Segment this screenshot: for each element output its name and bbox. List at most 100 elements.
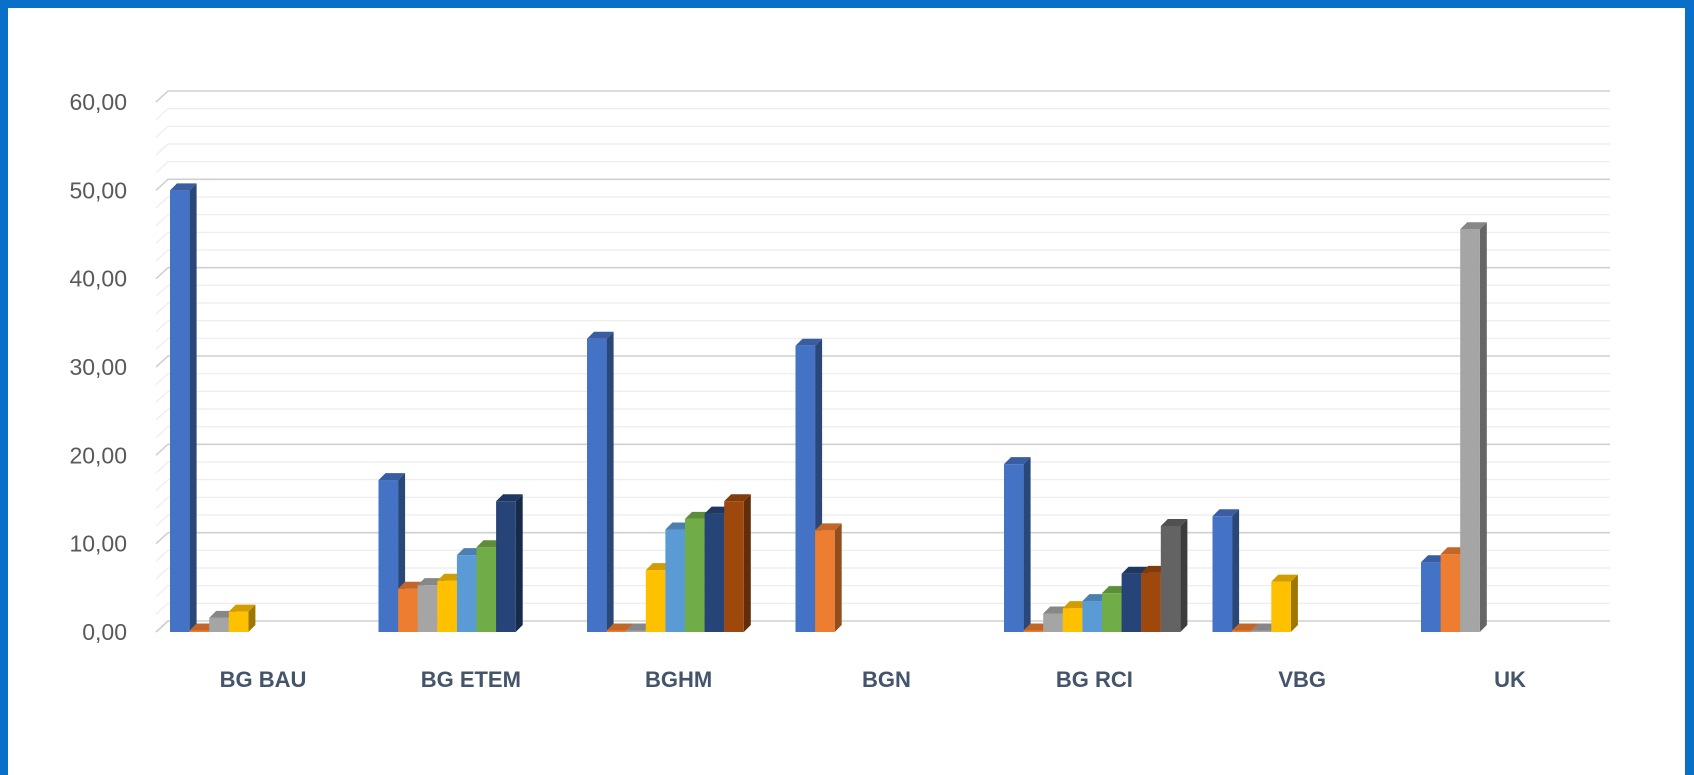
x-tick-label: VBG bbox=[1278, 667, 1326, 692]
bar-front bbox=[1440, 554, 1461, 632]
bar-front bbox=[1141, 572, 1161, 632]
major-gridline bbox=[155, 531, 1610, 545]
minor-gridline bbox=[155, 567, 1610, 580]
bar-front bbox=[1232, 630, 1252, 632]
bar-top bbox=[228, 604, 256, 612]
minor-gridline bbox=[155, 426, 1610, 439]
bar-front bbox=[1251, 630, 1272, 632]
bar-top bbox=[724, 494, 751, 502]
major-gridline bbox=[155, 178, 1610, 191]
minor-gridline bbox=[155, 284, 1610, 297]
bar bbox=[170, 183, 197, 633]
x-tick-label: BGHM bbox=[645, 667, 712, 692]
bar-front bbox=[1043, 613, 1063, 632]
bar-front bbox=[209, 617, 229, 632]
bar-top bbox=[587, 331, 614, 339]
bar bbox=[228, 604, 256, 632]
bar-side bbox=[1290, 574, 1298, 632]
bar-front bbox=[587, 338, 607, 632]
minor-gridline bbox=[155, 231, 1610, 244]
major-gridline bbox=[155, 355, 1610, 368]
bar bbox=[1212, 509, 1240, 632]
bar-side bbox=[248, 604, 256, 632]
bar-front bbox=[1460, 229, 1480, 632]
bar-front bbox=[437, 580, 457, 632]
y-tick-label: 20,00 bbox=[69, 442, 127, 468]
chart-panel: 0,00 10,00 20,00 30,00 40,00 50,00 60,00 BG BA… bbox=[8, 8, 1685, 775]
y-axis-tick-labels: 0,00 10,00 20,00 30,00 40,00 50,00 60,00 bbox=[69, 89, 127, 645]
minor-gridline bbox=[155, 461, 1610, 474]
major-gridline bbox=[155, 266, 1610, 280]
bar-top bbox=[170, 183, 197, 191]
bar-side bbox=[1479, 222, 1487, 632]
minor-gridline bbox=[155, 108, 1610, 121]
major-gridline bbox=[155, 620, 1610, 633]
bar-side bbox=[743, 494, 751, 632]
bar-front bbox=[724, 501, 744, 632]
bar-top bbox=[1004, 457, 1031, 465]
bar-front bbox=[1212, 516, 1233, 632]
bar-front bbox=[626, 630, 646, 632]
bar bbox=[815, 523, 842, 632]
x-tick-label: BG BAU bbox=[220, 667, 307, 692]
bar bbox=[587, 331, 614, 632]
minor-gridline bbox=[155, 479, 1610, 492]
bar-top bbox=[1160, 519, 1188, 526]
minor-gridline bbox=[155, 602, 1610, 615]
minor-gridline bbox=[155, 320, 1610, 333]
bar-front bbox=[1062, 608, 1083, 632]
x-axis-tick-labels: BG BAU BG ETEM BGHM BGN BG RCI VBG UK bbox=[220, 667, 1526, 692]
bar bbox=[1460, 222, 1487, 632]
bar-front bbox=[476, 547, 497, 632]
x-tick-label: BG ETEM bbox=[421, 667, 521, 692]
bar-front bbox=[1160, 526, 1181, 632]
bar-top bbox=[1271, 574, 1298, 582]
bar bbox=[1004, 457, 1031, 632]
y-tick-label: 40,00 bbox=[69, 266, 127, 292]
bar-top bbox=[795, 338, 823, 346]
bar-front bbox=[685, 518, 705, 632]
bar-top bbox=[1460, 222, 1487, 230]
floor-edge bbox=[155, 620, 169, 633]
minor-gridline bbox=[155, 373, 1610, 386]
bar-side bbox=[1023, 457, 1031, 632]
bar-top bbox=[815, 523, 842, 531]
bar-top bbox=[378, 473, 406, 481]
bar-front bbox=[228, 611, 249, 632]
minor-gridline bbox=[155, 585, 1610, 598]
x-tick-label: UK bbox=[1494, 667, 1526, 692]
bar-side bbox=[606, 331, 614, 632]
bar-front bbox=[815, 530, 835, 632]
y-tick-label: 10,00 bbox=[69, 531, 127, 557]
y-tick-label: 30,00 bbox=[69, 354, 127, 380]
major-gridline bbox=[155, 443, 1610, 456]
bar bbox=[724, 494, 751, 632]
bar-chart: 0,00 10,00 20,00 30,00 40,00 50,00 60,00 BG BA… bbox=[69, 89, 1610, 692]
minor-gridline bbox=[155, 249, 1610, 262]
y-tick-label: 50,00 bbox=[69, 177, 127, 203]
bar-side bbox=[515, 494, 523, 632]
bar-front bbox=[606, 630, 627, 632]
x-tick-label: BGN bbox=[862, 667, 911, 692]
gridlines bbox=[155, 90, 1610, 633]
minor-gridline bbox=[155, 196, 1610, 209]
minor-gridline bbox=[155, 514, 1610, 527]
bar-front bbox=[170, 190, 190, 633]
bar-front bbox=[795, 345, 816, 632]
bar-front bbox=[1082, 601, 1102, 632]
bar-top bbox=[1121, 566, 1149, 574]
bar-front bbox=[1023, 630, 1044, 632]
bar bbox=[1271, 574, 1298, 632]
bar-top bbox=[1212, 509, 1240, 517]
bar bbox=[496, 494, 523, 632]
bar-front bbox=[1121, 573, 1142, 632]
y-tick-label: 0,00 bbox=[82, 619, 127, 645]
bar-front bbox=[398, 588, 418, 632]
minor-gridline bbox=[155, 390, 1610, 403]
bar-side bbox=[1180, 519, 1188, 632]
bar-side bbox=[1232, 509, 1240, 632]
bar-front bbox=[1102, 593, 1122, 632]
y-tick-label: 60,00 bbox=[69, 89, 127, 115]
bar-front bbox=[1421, 562, 1441, 632]
bar-front bbox=[1004, 464, 1024, 632]
